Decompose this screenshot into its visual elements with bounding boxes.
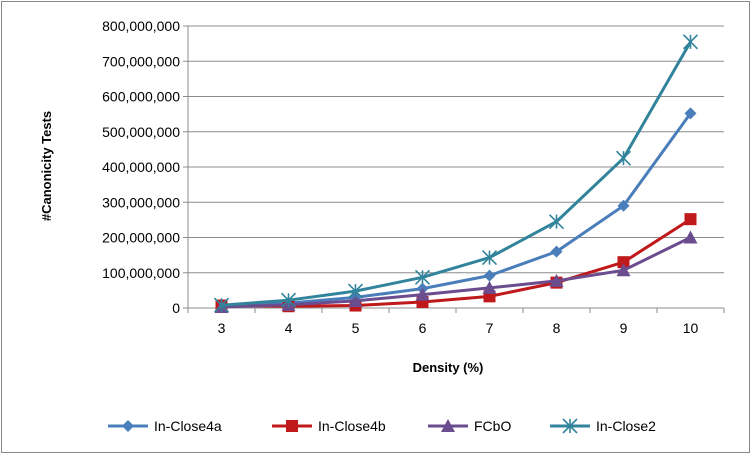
x-tick-label: 3: [218, 320, 226, 336]
data-point: [682, 34, 699, 50]
data-point: [213, 297, 230, 313]
gridlines: [188, 25, 724, 274]
data-point: [481, 250, 498, 266]
series-line-in-close4a: [220, 111, 692, 308]
data-point: [483, 269, 496, 282]
data-point: [617, 199, 630, 212]
series-in-close4b: [215, 213, 697, 313]
legend-item-in-close4b: In-Close4b: [272, 418, 386, 434]
x-tick-label: 7: [486, 320, 494, 336]
data-point: [347, 283, 364, 299]
data-point: [549, 273, 564, 287]
x-tick-label: 5: [352, 320, 360, 336]
data-point: [548, 214, 565, 230]
y-tick-label: 0: [172, 300, 180, 316]
legend-label: In-Close4b: [318, 418, 386, 434]
data-point: [684, 107, 697, 120]
legend-label: In-Close4a: [154, 418, 222, 434]
y-tick-label: 400,000,000: [102, 159, 180, 175]
data-point: [415, 287, 430, 301]
data-point: [615, 150, 632, 166]
y-axis-title: #Canonicity Tests: [39, 111, 54, 221]
data-point: [482, 280, 497, 294]
x-tick-label: 4: [285, 320, 293, 336]
legend-marker: [441, 419, 455, 432]
series-line-fcbo: [220, 236, 692, 309]
legend: In-Close4a In-Close4b FCbO In-Close2: [108, 418, 656, 434]
series-in-close2: [213, 34, 699, 313]
axes: [183, 25, 725, 313]
y-tick-label: 100,000,000: [102, 265, 180, 281]
y-tick-label: 800,000,000: [102, 18, 180, 34]
legend-item-in-close2: In-Close2: [550, 418, 656, 434]
data-point: [348, 293, 363, 307]
y-tick-label: 700,000,000: [102, 53, 180, 69]
y-tick-label: 300,000,000: [102, 194, 180, 210]
x-tick-labels: 3 4 5 6 7 8 9 10: [218, 320, 699, 336]
series-fcbo: [214, 230, 698, 313]
series-in-close4a: [215, 107, 697, 312]
legend-label: In-Close2: [596, 418, 656, 434]
x-axis-title: Density (%): [413, 360, 484, 375]
data-point: [683, 230, 698, 244]
y-tick-label: 600,000,000: [102, 89, 180, 105]
data-point: [617, 256, 630, 269]
data-point: [550, 245, 563, 258]
y-tick-labels: 0 100,000,000 200,000,000 300,000,000 400,00…: [102, 18, 180, 316]
series-line-in-close4b: [220, 217, 692, 308]
legend-marker: [122, 420, 134, 432]
legend-marker: [286, 420, 298, 432]
legend-item-in-close4a: In-Close4a: [108, 418, 222, 434]
legend-marker: [562, 418, 578, 434]
data-point: [616, 263, 631, 277]
y-tick-label: 500,000,000: [102, 124, 180, 140]
y-tick-label: 200,000,000: [102, 230, 180, 246]
data-point: [684, 213, 697, 226]
legend-item-fcbo: FCbO: [428, 418, 511, 434]
legend-label: FCbO: [474, 418, 511, 434]
series-line-in-close2: [220, 40, 692, 307]
data-point: [280, 292, 297, 308]
x-tick-label: 6: [419, 320, 427, 336]
x-tick-label: 8: [553, 320, 561, 336]
series-group: [213, 34, 699, 313]
x-tick-label: 10: [683, 320, 699, 336]
data-point: [414, 269, 431, 285]
x-tick-label: 9: [620, 320, 628, 336]
